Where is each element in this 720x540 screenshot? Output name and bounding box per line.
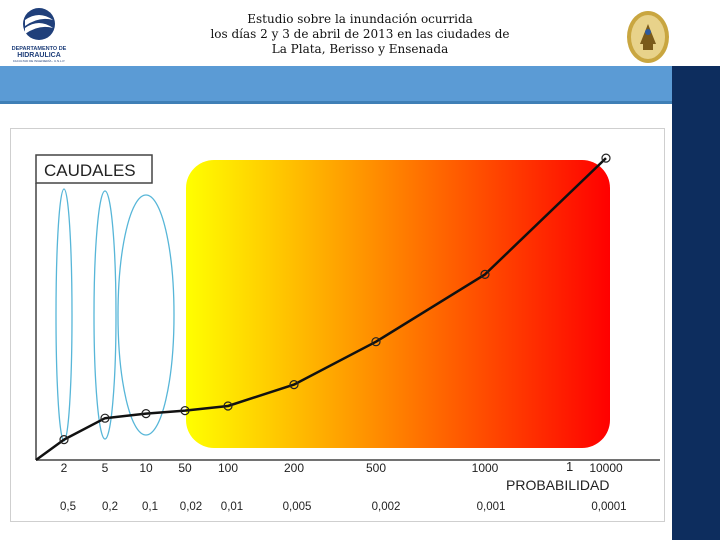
data-point-2 — [59, 435, 69, 445]
data-point-200 — [289, 380, 299, 390]
data-point-5 — [100, 413, 110, 423]
data-point-10 — [141, 409, 151, 419]
ellipse-5 — [93, 190, 117, 440]
svg-text:DEPARTAMENTO DE: DEPARTAMENTO DE — [12, 46, 67, 52]
tick-return-50: 50 — [178, 461, 192, 475]
extra-label: 1 — [566, 459, 573, 474]
blue-band-shadow — [0, 101, 672, 104]
tick-return-500: 500 — [366, 461, 386, 475]
data-point-500 — [371, 337, 381, 347]
chart-title-box — [35, 154, 153, 184]
ellipse-group — [55, 188, 175, 442]
tick-probability-5: 0,005 — [283, 501, 312, 513]
tick-probability-8: 0,0001 — [591, 501, 626, 513]
tick-probability-1: 0,2 — [102, 501, 118, 513]
data-point-1000 — [480, 269, 490, 279]
tick-return-2: 2 — [61, 461, 68, 475]
return-period-ticks: 2 5 10 50 100 200 500 1000 10000 — [61, 461, 623, 475]
svg-text:FACULTAD DE INGENIERÍA - U.N.L: FACULTAD DE INGENIERÍA - U.N.L.P. — [13, 59, 65, 63]
tick-probability-6: 0,002 — [372, 501, 401, 513]
page-title: Estudio sobre la inundación ocurrida los… — [150, 12, 570, 57]
data-point-10000 — [601, 153, 611, 163]
flow-curve — [35, 157, 607, 462]
title-line-3: La Plata, Berisso y Ensenada — [271, 42, 449, 56]
tick-probability-4: 0,01 — [221, 501, 243, 513]
risk-gradient-region — [186, 160, 610, 448]
tick-probability-3: 0,02 — [180, 501, 202, 513]
ellipse-10 — [117, 194, 175, 436]
tick-return-1000: 1000 — [472, 461, 499, 475]
header: DEPARTAMENTO DE HIDRAULICA FACULTAD DE I… — [0, 0, 672, 66]
tick-return-5: 5 — [102, 461, 109, 475]
data-point-50 — [180, 406, 190, 416]
chart-title: CAUDALES — [44, 161, 136, 180]
university-seal-icon — [627, 11, 669, 63]
tick-return-100: 100 — [218, 461, 238, 475]
tick-return-10: 10 — [139, 461, 153, 475]
tick-probability-2: 0,1 — [142, 501, 158, 513]
x-axis-label: PROBABILIDAD — [506, 477, 609, 493]
title-line-1: Estudio sobre la inundación ocurrida — [247, 12, 473, 26]
tick-probability-7: 0,001 — [477, 501, 506, 513]
data-points — [59, 153, 611, 445]
title-line-2: los días 2 y 3 de abril de 2013 en las c… — [210, 27, 510, 41]
probability-ticks: 0,5 0,2 0,1 0,02 0,01 0,005 0,002 0,001 0,0001 — [60, 501, 627, 513]
blue-band — [0, 66, 672, 104]
hydraulics-department-logo: DEPARTAMENTO DE HIDRAULICA FACULTAD DE I… — [12, 8, 67, 63]
tick-return-200: 200 — [284, 461, 304, 475]
data-point-100 — [223, 401, 233, 411]
tick-return-10000: 10000 — [589, 461, 623, 475]
ellipse-2 — [55, 188, 73, 442]
right-sidebar-notch — [672, 66, 720, 104]
tick-probability-0: 0,5 — [60, 501, 76, 513]
svg-text:HIDRAULICA: HIDRAULICA — [17, 52, 61, 59]
